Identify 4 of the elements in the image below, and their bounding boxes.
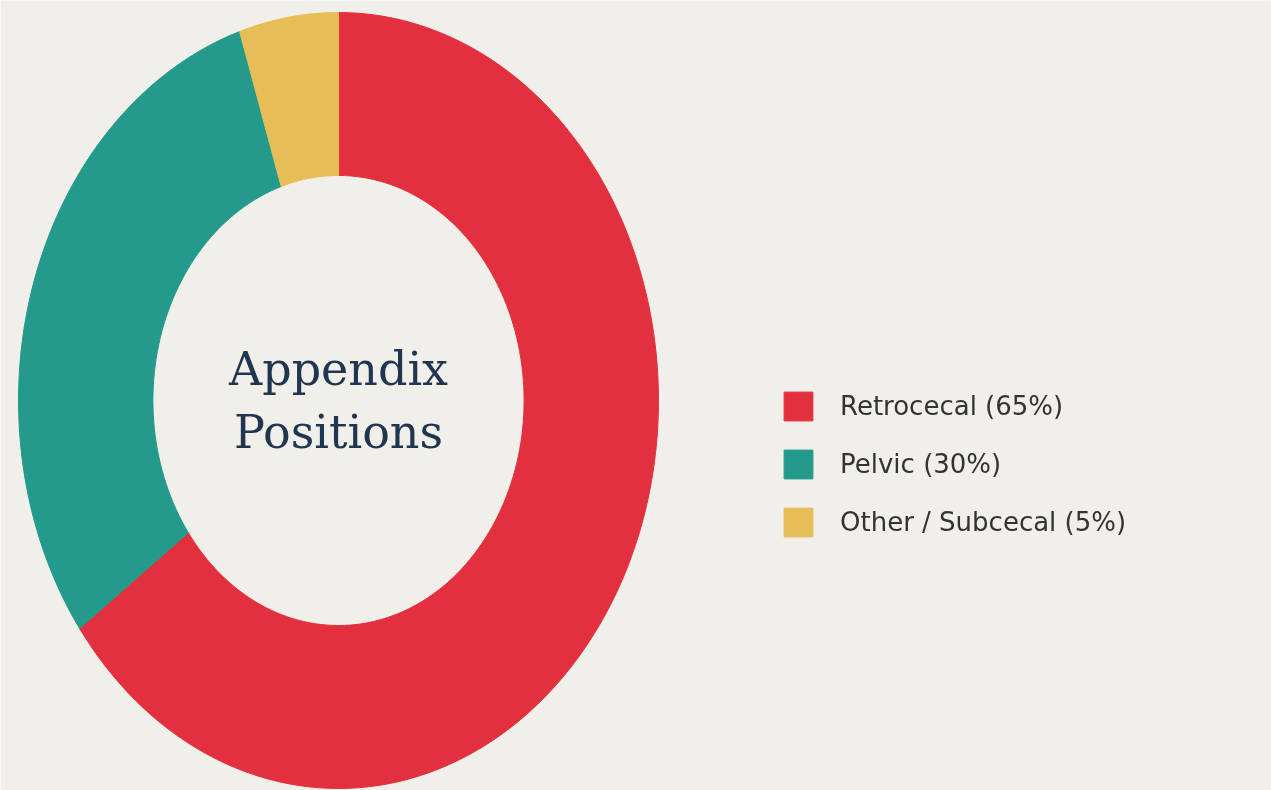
- legend-label: Retrocecal (65%): [840, 391, 1064, 421]
- legend-label: Other / Subcecal (5%): [840, 507, 1127, 537]
- text: Appendix Positions: [227, 342, 449, 459]
- legend-label: Pelvic (30%): [840, 449, 1002, 479]
